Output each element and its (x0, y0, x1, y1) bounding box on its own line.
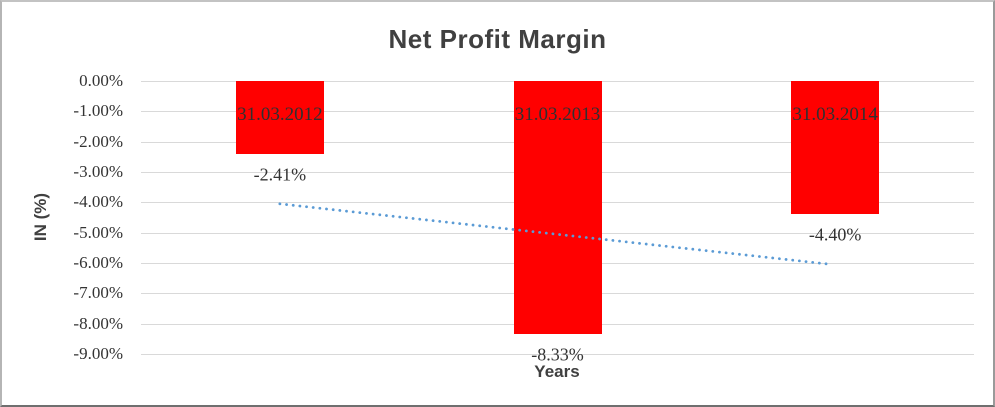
data-label: -2.41% (253, 164, 307, 185)
y-axis-tick-label: -4.00% (73, 192, 123, 212)
gridline (141, 353, 974, 355)
data-label: -8.33% (531, 344, 584, 365)
y-axis-tick-label: -2.00% (73, 131, 123, 151)
bar-31-03-2012 (235, 81, 324, 155)
category-label: 31.03.2014 (792, 104, 878, 125)
category-label: 31.03.2013 (514, 104, 601, 125)
y-axis-tick-label: -1.00% (73, 101, 123, 121)
x-axis-title: Years (534, 362, 580, 381)
category-label: 31.03.2012 (237, 104, 323, 125)
y-axis-tick-label: -6.00% (73, 252, 123, 272)
data-label: -4.40% (808, 224, 862, 245)
y-axis-tick-label: -8.00% (73, 313, 123, 333)
bar-31-03-2014 (791, 81, 880, 215)
y-axis-tick-label: 0.00% (79, 71, 123, 90)
chart-title: Net Profit Margin (388, 24, 607, 54)
y-axis-tick-label: -5.00% (73, 222, 123, 242)
y-axis-tick-label: -9.00% (73, 343, 123, 363)
y-axis-tick-label: -3.00% (73, 161, 123, 181)
y-axis-tick-label: -7.00% (73, 283, 123, 303)
